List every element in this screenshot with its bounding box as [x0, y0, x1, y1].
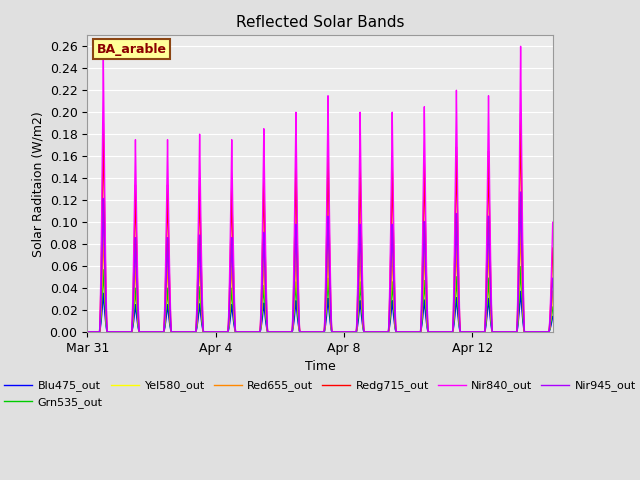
Blu475_out [83, 329, 91, 335]
Red655_out [516, 223, 524, 228]
Nir840_out [352, 329, 360, 335]
Line: Grn535_out: Grn535_out [87, 267, 568, 332]
Red655_out [522, 329, 530, 335]
Grn535_out [467, 329, 475, 335]
Redg715_out [352, 329, 360, 335]
Nir945_out [83, 329, 91, 335]
Blu475_out [467, 329, 475, 335]
Nir945_out [564, 329, 572, 335]
Grn535_out [522, 329, 530, 335]
Redg715_out [522, 329, 530, 335]
Blu475_out [536, 329, 543, 335]
Grn535_out [352, 329, 360, 335]
Blu475_out [218, 329, 225, 335]
Nir945_out [522, 329, 530, 335]
Nir945_out [516, 189, 524, 195]
Line: Yel580_out: Yel580_out [87, 226, 568, 332]
Blu475_out [522, 329, 530, 335]
Nir840_out [522, 329, 530, 335]
Blu475_out [516, 288, 524, 294]
Red655_out [564, 329, 572, 335]
Blu475_out [564, 329, 572, 335]
Blu475_out [341, 329, 349, 335]
Nir945_out [352, 329, 360, 335]
Yel580_out [218, 329, 225, 335]
Redg715_out [83, 329, 91, 335]
Title: Reflected Solar Bands: Reflected Solar Bands [236, 15, 404, 30]
Redg715_out [516, 110, 524, 116]
Line: Nir945_out: Nir945_out [87, 192, 568, 332]
Grn535_out [564, 329, 572, 335]
Nir945_out [341, 329, 349, 335]
Yel580_out [352, 329, 360, 335]
Line: Blu475_out: Blu475_out [87, 291, 568, 332]
Nir840_out [83, 329, 91, 335]
Legend: Blu475_out, Grn535_out, Yel580_out, Red655_out, Redg715_out, Nir840_out, Nir945_: Blu475_out, Grn535_out, Yel580_out, Red6… [0, 376, 640, 412]
Yel580_out [564, 329, 572, 335]
Nir945_out [536, 329, 543, 335]
Grn535_out [341, 329, 349, 335]
Y-axis label: Solar Raditaion (W/m2): Solar Raditaion (W/m2) [31, 111, 44, 256]
Nir840_out [536, 329, 543, 335]
Redg715_out [564, 329, 572, 335]
Blu475_out [352, 329, 360, 335]
Yel580_out [516, 223, 524, 228]
Red655_out [218, 329, 225, 335]
Redg715_out [341, 329, 349, 335]
X-axis label: Time: Time [305, 360, 335, 373]
Redg715_out [218, 329, 225, 335]
Grn535_out [83, 329, 91, 335]
Nir840_out [218, 329, 225, 335]
Red655_out [83, 329, 91, 335]
Nir840_out [341, 329, 349, 335]
Red655_out [341, 329, 349, 335]
Redg715_out [536, 329, 543, 335]
Red655_out [536, 329, 543, 335]
Grn535_out [218, 329, 225, 335]
Text: BA_arable: BA_arable [97, 43, 166, 56]
Nir945_out [218, 329, 225, 335]
Line: Redg715_out: Redg715_out [87, 113, 568, 332]
Nir840_out [467, 329, 475, 335]
Nir840_out [516, 43, 524, 49]
Yel580_out [341, 329, 349, 335]
Yel580_out [536, 329, 543, 335]
Yel580_out [467, 329, 475, 335]
Nir840_out [564, 329, 572, 335]
Red655_out [352, 329, 360, 335]
Line: Nir840_out: Nir840_out [87, 46, 568, 332]
Yel580_out [522, 329, 530, 335]
Yel580_out [83, 329, 91, 335]
Nir945_out [467, 329, 475, 335]
Grn535_out [536, 329, 543, 335]
Grn535_out [516, 264, 524, 270]
Line: Red655_out: Red655_out [87, 226, 568, 332]
Red655_out [467, 329, 475, 335]
Redg715_out [467, 329, 475, 335]
